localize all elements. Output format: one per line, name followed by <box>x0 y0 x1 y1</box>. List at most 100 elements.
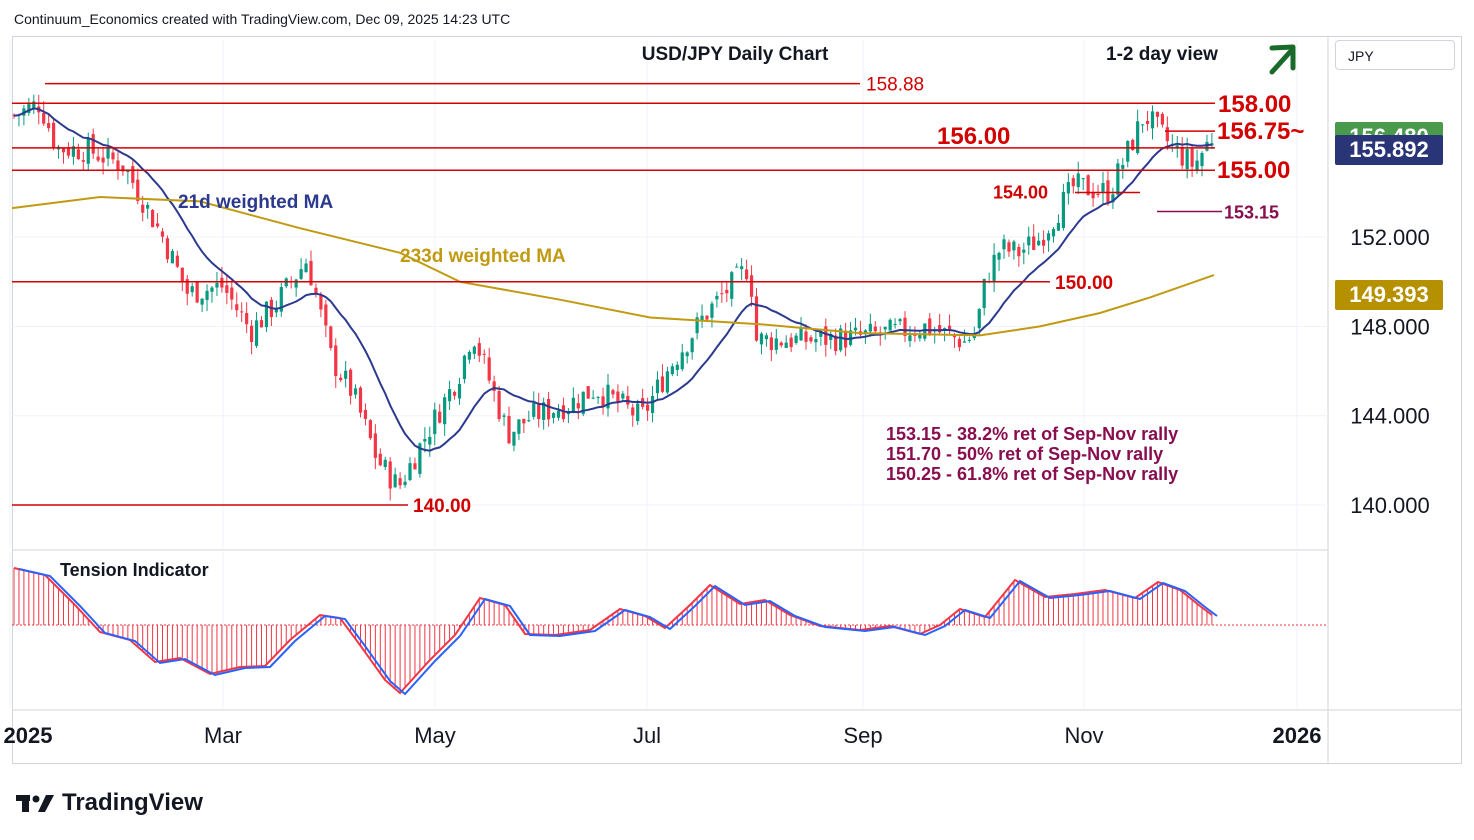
candle-body <box>507 415 511 444</box>
candle-body <box>621 393 625 399</box>
candle-body <box>76 149 80 160</box>
candle-body <box>1076 173 1080 188</box>
candle-body <box>1185 149 1189 169</box>
candle-body <box>1027 236 1031 246</box>
candle-body <box>66 148 71 156</box>
candle-body <box>725 289 729 294</box>
candle-body <box>903 317 907 336</box>
candle-body <box>928 318 932 334</box>
candle-body <box>1002 239 1006 250</box>
candle-body <box>482 353 486 355</box>
ma233-line <box>11 195 1215 337</box>
candle-body <box>1141 124 1145 126</box>
candle-body <box>883 326 887 330</box>
candle-body <box>1066 181 1070 194</box>
candle-body <box>329 326 333 348</box>
x-tick-label: Sep <box>843 723 882 748</box>
level-label-140-00: 140.00 <box>413 496 471 517</box>
x-tick-label: Jul <box>633 723 661 748</box>
candle-body <box>250 325 254 343</box>
candle-body <box>195 281 199 303</box>
candle-body <box>185 279 189 294</box>
candle-body <box>368 420 372 439</box>
candle-body <box>551 413 556 418</box>
candle-body <box>472 346 476 354</box>
candle-body <box>91 134 95 154</box>
level-label-158-88: 158.88 <box>866 75 924 96</box>
candle-body <box>581 391 585 414</box>
currency-selector[interactable]: JPY <box>1335 40 1455 70</box>
candle-body <box>705 315 709 320</box>
candle-body <box>146 204 150 209</box>
indicator-title: Tension Indicator <box>60 560 209 580</box>
candle-body <box>1145 120 1150 124</box>
candle-body <box>977 309 981 329</box>
candle-body <box>413 463 417 470</box>
candle-body <box>443 397 447 425</box>
candle-body <box>106 147 110 159</box>
candle-body <box>898 319 902 322</box>
candle-body <box>353 388 358 395</box>
candle-body <box>393 474 397 488</box>
candle-body <box>71 146 75 157</box>
candle-body <box>264 301 269 328</box>
candle-body <box>764 335 768 340</box>
tradingview-logo[interactable]: TradingView <box>16 789 203 817</box>
candle-body <box>86 137 90 164</box>
candle-body <box>225 285 229 293</box>
fib-note: 150.25 - 61.8% ret of Sep-Nov rally <box>886 464 1178 484</box>
candle-body <box>151 210 155 228</box>
candle-body <box>487 357 491 381</box>
candle-body <box>517 419 521 434</box>
candle-body <box>131 166 135 183</box>
candle-body <box>660 376 665 392</box>
candle-body <box>1121 165 1125 169</box>
candle-body <box>938 325 942 333</box>
candle-body <box>997 252 1001 260</box>
x-tick-label: Mar <box>204 723 242 748</box>
candle-body <box>740 266 744 270</box>
candle-body <box>982 278 986 308</box>
view-arrow-icon <box>1269 49 1293 75</box>
candle-body <box>27 104 31 114</box>
ma233-label: 233d weighted MA <box>400 246 566 267</box>
candle-body <box>992 254 996 282</box>
view-label: 1-2 day view <box>1106 44 1218 65</box>
candle-body <box>1101 183 1105 192</box>
candle-body <box>913 334 917 336</box>
candle-body <box>388 461 392 489</box>
candle-body <box>586 386 590 399</box>
candle-body <box>730 272 734 299</box>
indicator-main-line <box>18 568 1218 696</box>
candle-body <box>749 275 754 297</box>
candle-body <box>848 330 853 345</box>
candle-body <box>309 260 313 286</box>
candle-body <box>61 148 66 153</box>
candle-body <box>1017 246 1021 257</box>
level-label-154-00: 154.00 <box>993 183 1048 203</box>
candle-body <box>794 335 798 343</box>
indicator-signal-line <box>13 567 1213 695</box>
candle-body <box>824 326 828 345</box>
candle-body <box>1111 194 1115 203</box>
candle-body <box>532 402 536 417</box>
candle-body <box>215 283 219 288</box>
candle-body <box>324 304 328 326</box>
candle-body <box>314 287 318 295</box>
candle-body <box>853 327 858 331</box>
level-label-158-00: 158.00 <box>1218 91 1291 118</box>
candle-body <box>334 345 338 377</box>
candle-body <box>1150 111 1155 129</box>
candle-body <box>1175 145 1179 149</box>
candle-body <box>428 436 432 445</box>
candle-body <box>1190 148 1194 167</box>
candle-body <box>774 338 778 350</box>
candle-body <box>947 325 952 331</box>
candle-body <box>695 317 699 334</box>
candle-body <box>403 481 407 486</box>
candle-body <box>294 279 298 288</box>
candle-body <box>1037 240 1041 246</box>
candle-body <box>438 411 442 423</box>
candle-body <box>908 335 912 342</box>
